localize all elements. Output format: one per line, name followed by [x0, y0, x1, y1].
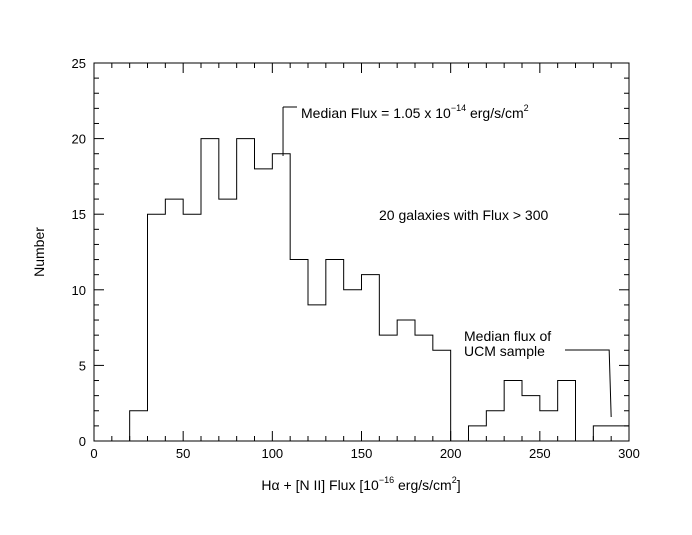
y-tick-label: 15 — [72, 207, 86, 222]
x-axis-label-squared: 2 — [452, 475, 457, 485]
galaxies-note: 20 galaxies with Flux > 300 — [379, 207, 548, 223]
y-tick-label: 10 — [72, 283, 86, 298]
median-flux-squared: 2 — [524, 103, 529, 113]
x-tick-label: 300 — [618, 446, 640, 461]
ucm-annotation-line2: UCM sample — [464, 343, 545, 359]
y-axis-label: Number — [31, 227, 47, 277]
ucm-annotation-line1: Median flux of — [464, 328, 551, 344]
x-axis-label-close: ] — [457, 477, 461, 493]
y-tick-label: 25 — [72, 56, 86, 71]
tick-labels: 0 50 100 150 200 250 300 0 5 10 15 20 25 — [72, 56, 640, 461]
median-flux-annotation: Median Flux = 1.05 x 10−14 erg/s/cm2 — [301, 103, 529, 121]
x-axis-label-prefix: Hα + [N II] Flux [10 — [261, 477, 379, 493]
histogram-series — [94, 138, 629, 442]
y-tick-label: 5 — [79, 358, 86, 373]
y-tick-label: 0 — [79, 434, 86, 449]
x-tick-label: 150 — [351, 446, 373, 461]
x-tick-label: 200 — [440, 446, 462, 461]
x-axis-label: Hα + [N II] Flux [10−16 erg/s/cm2] — [261, 475, 460, 493]
x-axis-label-exponent: −16 — [379, 475, 394, 485]
ucm-median-line — [565, 349, 612, 418]
x-tick-label: 100 — [261, 446, 283, 461]
median-flux-exponent: −14 — [451, 103, 466, 113]
median-flux-prefix: Median Flux = 1.05 x 10 — [301, 105, 451, 121]
x-tick-label: 50 — [176, 446, 190, 461]
x-axis-label-units: erg/s/cm — [394, 477, 452, 493]
x-tick-label: 250 — [529, 446, 551, 461]
x-tick-label: 0 — [90, 446, 97, 461]
median-flux-suffix: erg/s/cm — [466, 105, 524, 121]
axis-ticks — [93, 62, 630, 442]
y-tick-label: 20 — [72, 132, 86, 147]
